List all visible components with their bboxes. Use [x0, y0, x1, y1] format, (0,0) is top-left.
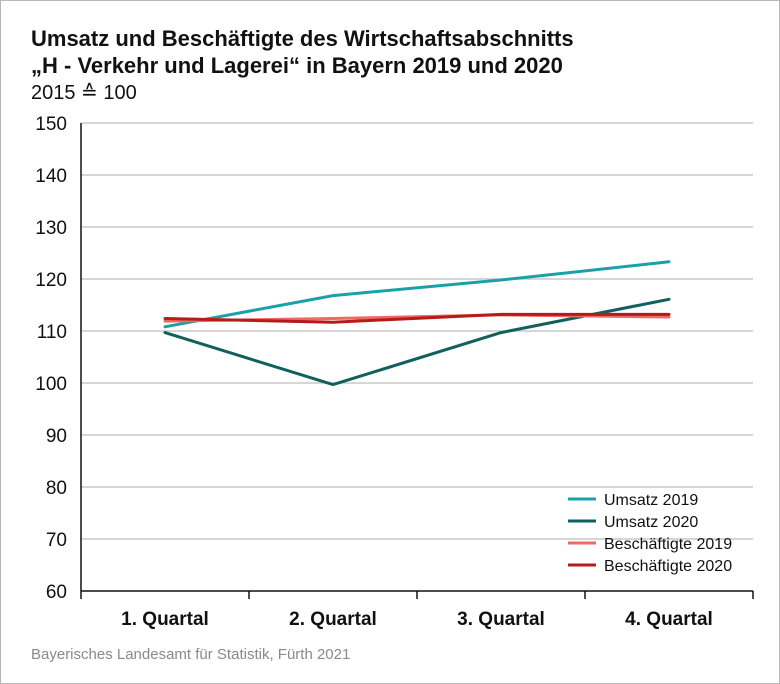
- source-note: Bayerisches Landesamt für Statistik, Für…: [31, 646, 351, 663]
- legend-label: Umsatz 2020: [604, 514, 698, 531]
- chart-title: Umsatz und Beschäftigte des Wirtschaftsa…: [31, 25, 771, 79]
- y-tick-label: 70: [46, 530, 67, 551]
- line-chart: 60 70 80 90 100 110 120 130 140 150 1. Quartal 2. Q…: [35, 114, 754, 630]
- legend-label: Beschäftigte 2020: [604, 558, 732, 575]
- series-line: [163, 312, 671, 324]
- legend-label: Umsatz 2019: [604, 492, 698, 509]
- legend-label: Beschäftigte 2019: [604, 536, 732, 553]
- chart-subtitle: 2015 ≙ 100: [31, 82, 137, 104]
- y-tick-label: 130: [35, 218, 67, 239]
- x-tick-label: 1. Quartal: [121, 609, 209, 630]
- y-tick-label: 110: [37, 322, 67, 343]
- y-tick-label: 150: [35, 114, 67, 135]
- y-tick-label: 120: [35, 270, 67, 291]
- y-tick-label: 140: [35, 166, 67, 187]
- y-tick-label: 60: [46, 582, 67, 603]
- series-line: [163, 260, 671, 329]
- y-tick-label: 80: [46, 478, 67, 499]
- y-tick-label: 90: [46, 426, 67, 447]
- y-tick-label: 100: [35, 374, 67, 395]
- chart-title-line-1: Umsatz und Beschäftigte des Wirtschaftsa…: [31, 26, 574, 51]
- chart-title-line-2: „H - Verkehr und Lagerei“ in Bayern 2019…: [31, 53, 563, 78]
- x-tick-label: 2. Quartal: [289, 609, 377, 630]
- x-tick-label: 4. Quartal: [625, 609, 713, 630]
- x-tick-label: 3. Quartal: [457, 609, 545, 630]
